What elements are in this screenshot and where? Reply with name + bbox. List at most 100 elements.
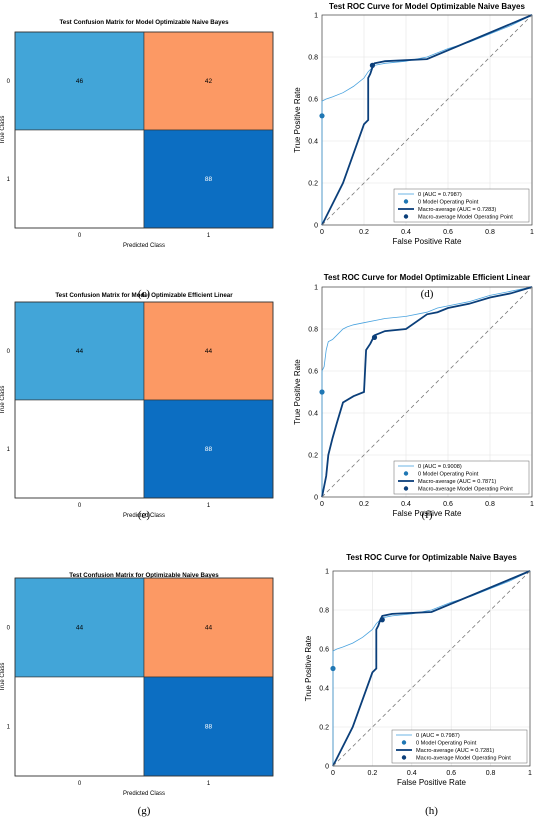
cell-value: 88	[205, 446, 213, 453]
y-tick-label: 0.6	[308, 369, 318, 376]
y-tick-label: 0.2	[308, 181, 318, 188]
matrix-cell	[143, 399, 274, 499]
panel-label: (e)	[138, 509, 151, 521]
y-tick-label: 0.8	[308, 55, 318, 62]
x-tick-label: 0	[78, 781, 82, 787]
legend-entry: Macro-average (AUC = 0.7281)	[416, 748, 494, 754]
x-tick-label: 1	[528, 770, 532, 777]
y-tick-label: 0.4	[319, 686, 329, 693]
y-axis-label: True Class	[0, 386, 6, 415]
matrix-cell	[143, 577, 274, 678]
x-axis-label: False Positive Rate	[393, 237, 462, 246]
y-axis-label: True Class	[0, 663, 6, 692]
matrix-cell	[14, 399, 145, 499]
y-tick-label: 0.2	[308, 453, 318, 460]
matrix-cell	[143, 129, 274, 229]
x-tick-label: 0.6	[443, 501, 453, 508]
roc-chart-3: Test ROC Curve for Model Optimizable Eff…	[293, 273, 534, 521]
y-tick-label: 0	[314, 223, 318, 230]
legend: 0 (AUC = 0.7987)0 Model Operating PointM…	[391, 729, 528, 764]
y-tick-label: 1	[7, 447, 11, 453]
legend-entry: 0 Model Operating Point	[416, 741, 477, 747]
y-tick-label: 0	[325, 764, 329, 771]
legend-swatch-dot	[403, 471, 409, 476]
x-axis-label: False Positive Rate	[393, 509, 462, 518]
legend: 0 (AUC = 0.9008)0 Model Operating PointM…	[393, 460, 530, 495]
matrix-cell	[14, 129, 145, 229]
panel-label: (h)	[425, 805, 438, 817]
y-tick-label: 0.6	[319, 647, 329, 654]
confusion-matrix-4: Test Confusion Matrix for Optimizable Na…	[0, 572, 274, 817]
y-axis-label: True Positive Rate	[293, 87, 302, 153]
matrix-border	[14, 577, 274, 777]
cell-value: 44	[205, 625, 213, 632]
x-tick-label: 1	[207, 233, 211, 239]
confusion-matrix-0: Test Confusion Matrix for Model Optimiza…	[0, 19, 274, 300]
cell-value: 44	[76, 625, 84, 632]
legend-entry: Macro-average Model Operating Point	[416, 756, 511, 762]
y-tick-label: 0.4	[308, 139, 318, 146]
x-tick-label: 0	[78, 233, 82, 239]
x-axis-label: Predicted Class	[123, 243, 165, 249]
legend-box	[393, 188, 530, 223]
panel-label: (g)	[138, 805, 151, 817]
roc-series-line	[332, 570, 531, 767]
matrix-border	[14, 301, 274, 499]
legend-entry: 0 Model Operating Point	[418, 472, 479, 478]
y-tick-label: 0	[314, 495, 318, 502]
y-tick-label: 0.8	[319, 608, 329, 615]
x-tick-label: 1	[530, 501, 534, 508]
legend-entry: Macro-average (AUC = 0.7871)	[418, 479, 496, 485]
roc-series-line	[321, 286, 533, 497]
chart-title: Test Confusion Matrix for Model Optimiza…	[55, 292, 233, 299]
legend-swatch-dot	[401, 740, 407, 745]
y-axis-label: True Positive Rate	[304, 635, 313, 701]
cell-value: 88	[205, 176, 213, 183]
y-tick-label: 0	[7, 79, 11, 85]
x-tick-label: 0	[331, 770, 335, 777]
x-tick-label: 0.6	[443, 229, 453, 236]
matrix-cell	[143, 31, 274, 131]
y-tick-label: 1	[314, 285, 318, 292]
matrix-cell	[14, 301, 145, 401]
legend: 0 (AUC = 0.7987)0 Model Operating PointM…	[393, 188, 530, 223]
cell-value: 44	[205, 348, 213, 355]
confusion-matrix-2: Test Confusion Matrix for Model Optimiza…	[0, 292, 274, 521]
y-tick-label: 0.6	[308, 97, 318, 104]
panel-label: (d)	[421, 288, 434, 300]
diagonal-reference-line	[321, 14, 533, 226]
chart-title: Test ROC Curve for Model Optimizable Eff…	[324, 273, 531, 282]
y-axis-label: True Positive Rate	[293, 359, 302, 425]
x-tick-label: 0.4	[407, 770, 417, 777]
legend-swatch-dot	[403, 486, 409, 491]
cell-value: 42	[205, 78, 213, 85]
x-tick-label: 0.4	[401, 229, 411, 236]
operating-point-marker	[330, 665, 336, 672]
matrix-cell	[143, 676, 274, 777]
roc-series-line	[321, 286, 533, 498]
y-tick-label: 0.8	[308, 327, 318, 334]
x-axis-label: Predicted Class	[123, 791, 165, 797]
legend-entry: 0 (AUC = 0.7987)	[416, 733, 460, 739]
y-tick-label: 1	[7, 725, 11, 731]
legend-swatch-dot	[401, 755, 407, 760]
y-axis-label: True Class	[0, 116, 6, 145]
legend-swatch-dot	[403, 199, 409, 204]
chart-title: Test ROC Curve for Optimizable Naive Bay…	[346, 553, 517, 562]
x-tick-label: 0.8	[485, 501, 495, 508]
operating-point-marker	[371, 334, 378, 340]
legend-entry: Macro-average Model Operating Point	[418, 215, 513, 221]
operating-point-marker	[319, 389, 325, 395]
x-tick-label: 0.4	[401, 501, 411, 508]
x-tick-label: 0.8	[486, 770, 496, 777]
x-tick-label: 0.8	[485, 229, 495, 236]
matrix-cell	[14, 31, 145, 131]
roc-chart-1: Test ROC Curve for Model Optimizable Nai…	[293, 2, 534, 300]
panel-label: (c)	[138, 288, 151, 300]
cell-value: 88	[205, 724, 213, 731]
y-tick-label: 1	[325, 569, 329, 576]
legend-swatch-dot	[403, 214, 409, 219]
y-tick-label: 1	[314, 13, 318, 20]
x-tick-label: 0.2	[368, 770, 378, 777]
